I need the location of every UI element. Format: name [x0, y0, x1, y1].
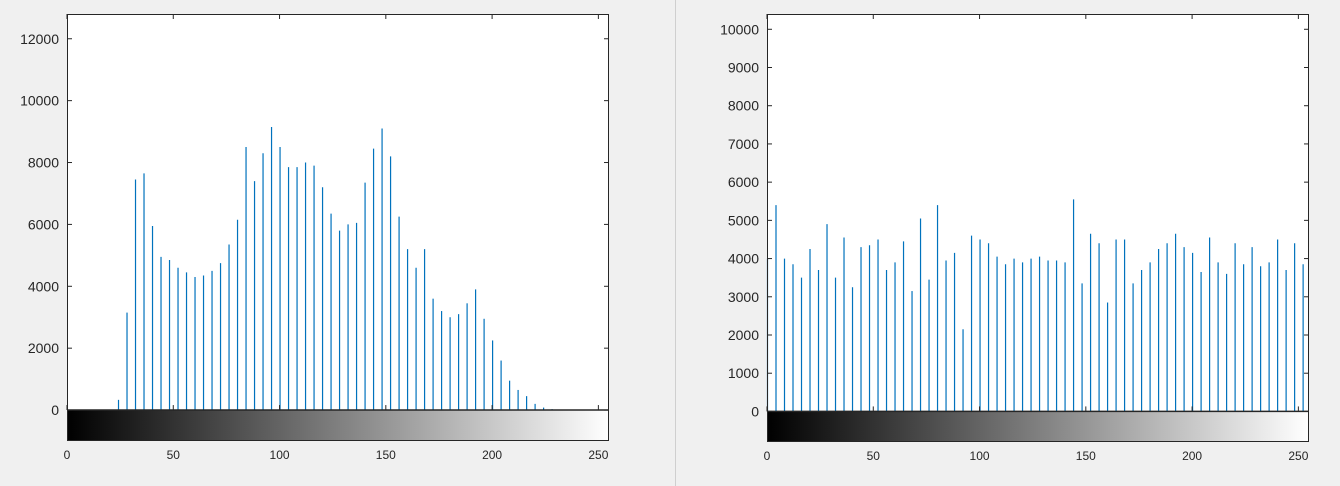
- plot-area: [67, 14, 609, 441]
- stem-series: [766, 199, 1304, 412]
- histogram-left-axes: 0 2000 4000 6000 8000 10000 12000 0 50 100 150 200 2…: [20, 14, 609, 462]
- y-tick-label: 2000: [28, 340, 59, 356]
- x-tick-label: 150: [376, 448, 396, 462]
- stem-series: [117, 126, 562, 411]
- axes-box: [67, 14, 609, 441]
- x-tick-label: 200: [1182, 449, 1202, 463]
- x-tick-label: 100: [270, 448, 290, 462]
- x-tick-label: 0: [64, 448, 71, 462]
- x-tick-label: 250: [1288, 449, 1308, 463]
- grayscale-colorbar: [67, 410, 609, 441]
- y-tick-label: 6000: [728, 174, 759, 190]
- y-tick-label: 6000: [28, 216, 59, 232]
- y-tick-label: 8000: [28, 155, 59, 171]
- plot-area: [767, 14, 1309, 442]
- y-tick-label: 5000: [728, 212, 759, 228]
- panel-divider[interactable]: [675, 0, 676, 486]
- y-tick-label: 2000: [728, 327, 759, 343]
- y-tick-label: 10000: [20, 93, 59, 109]
- y-tick-label: 10000: [720, 21, 759, 37]
- y-tick-label: 12000: [20, 31, 59, 47]
- y-tick-label: 8000: [728, 98, 759, 114]
- y-tick-label: 4000: [728, 251, 759, 267]
- x-tick-label: 150: [1076, 449, 1096, 463]
- x-tick-label: 100: [970, 449, 990, 463]
- x-tick-label: 50: [867, 449, 881, 463]
- y-tick-label: 1000: [728, 365, 759, 381]
- y-tick-label: 9000: [728, 60, 759, 76]
- y-tick-label: 3000: [728, 289, 759, 305]
- x-tick-label: 50: [167, 448, 181, 462]
- y-tick-label: 0: [751, 403, 759, 419]
- x-tick-label: 250: [588, 448, 608, 462]
- axes-box: [767, 14, 1309, 442]
- y-tick-label: 7000: [728, 136, 759, 152]
- x-tick-label: 0: [764, 449, 771, 463]
- y-tick-label: 4000: [28, 278, 59, 294]
- y-tick-label: 0: [51, 402, 59, 418]
- grayscale-colorbar: [767, 412, 1309, 442]
- x-tick-label: 200: [482, 448, 502, 462]
